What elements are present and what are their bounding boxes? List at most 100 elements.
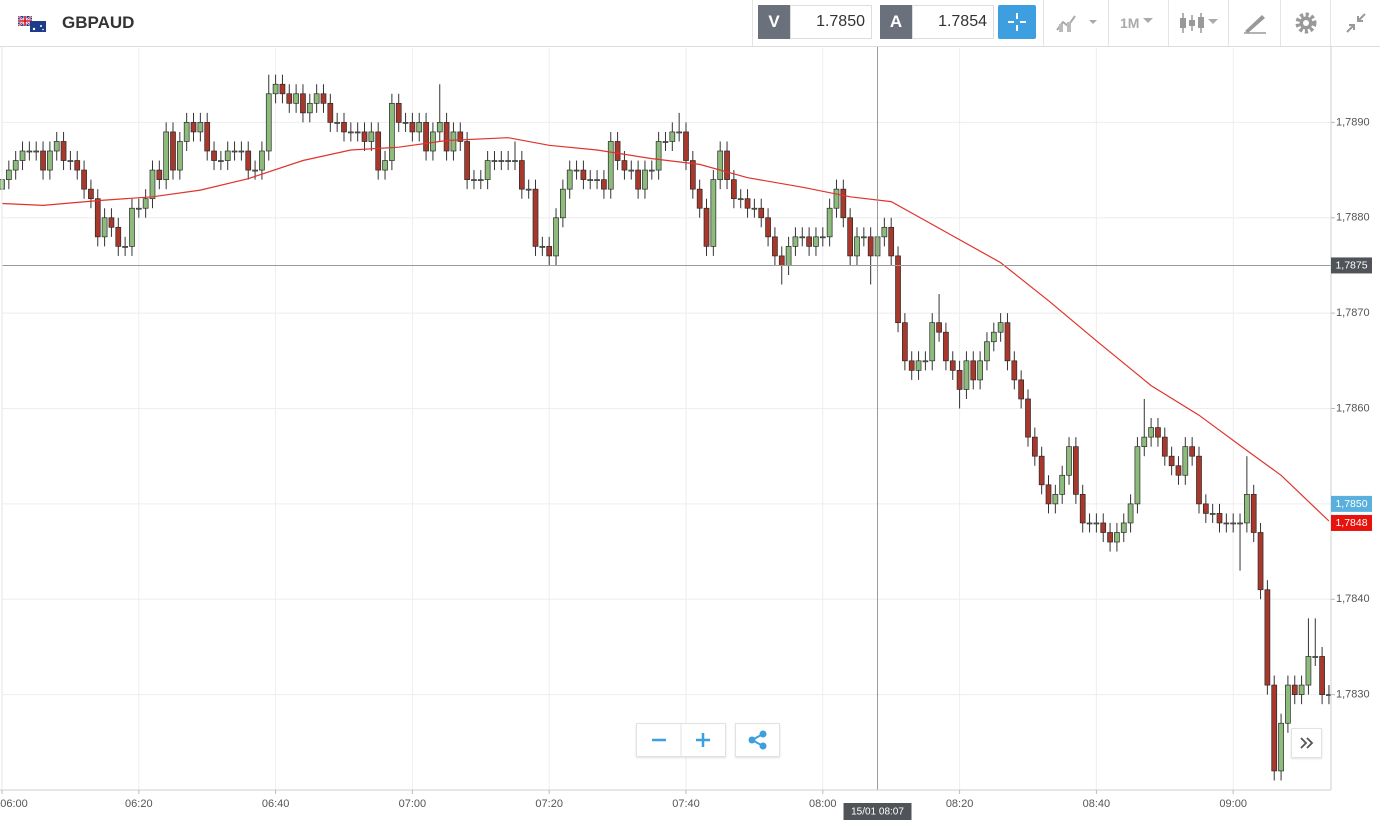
candle-body (902, 322, 908, 362)
candle-body (1107, 532, 1113, 543)
share-button[interactable] (735, 723, 780, 757)
settings-icon[interactable] (1293, 10, 1319, 36)
candle-body (512, 160, 518, 162)
candle-body (539, 246, 546, 248)
candle-body (601, 179, 607, 190)
candle-body (1202, 503, 1209, 514)
chart-type-icon[interactable] (1055, 12, 1101, 34)
sell-price-text: 1.7850 (816, 13, 865, 30)
candle-body (553, 217, 559, 257)
candle-body (949, 360, 956, 371)
candle-body (1216, 513, 1223, 524)
collapse-icon[interactable] (1344, 11, 1368, 35)
zoom-icons (652, 724, 710, 756)
candle-body (936, 322, 942, 333)
candle-body (416, 122, 423, 133)
candle-body (806, 236, 812, 247)
separator (1043, 0, 1044, 46)
candle-body (594, 179, 600, 181)
candle-body (190, 122, 197, 133)
x-tick-label: 09:00 (1219, 798, 1247, 810)
zoom-in[interactable] (696, 733, 710, 747)
crosshair-button[interactable] (998, 5, 1036, 39)
candle-body (498, 160, 505, 162)
candle-body (819, 236, 826, 239)
draw-icon[interactable] (1242, 11, 1268, 35)
candle-body (88, 188, 94, 200)
candle-body (929, 322, 936, 362)
buy-price-text: 1.7854 (938, 13, 987, 30)
candle-body (1038, 455, 1045, 486)
candle-body (922, 360, 929, 363)
candle-body (423, 122, 429, 152)
timeframe[interactable]: 1M (1120, 15, 1140, 31)
scroll-right-button[interactable] (1291, 728, 1322, 758)
candle-body (33, 150, 40, 153)
candle-body (566, 169, 573, 190)
sell-button[interactable]: V (758, 5, 790, 39)
candle-body (265, 93, 272, 152)
candle-body (1148, 427, 1154, 438)
candle-body (676, 131, 683, 134)
candle-body (1271, 684, 1278, 772)
candle-body (888, 226, 895, 257)
candle-body (204, 122, 211, 152)
candle-body (101, 217, 108, 238)
candle-body (1045, 484, 1052, 505)
zoom-buttons (636, 723, 726, 757)
candle-body (1250, 493, 1257, 533)
candle-body (382, 160, 388, 171)
candle-body (1093, 522, 1100, 525)
candle-body (635, 169, 641, 190)
candle-body (1196, 455, 1202, 505)
candle-body (717, 150, 724, 180)
candle-body (1319, 656, 1325, 695)
candles-icon[interactable] (1178, 11, 1222, 35)
candle-body (860, 236, 867, 239)
candle-body (1079, 493, 1086, 524)
candle-body (765, 217, 771, 238)
candle-body (621, 160, 628, 171)
buy-button[interactable]: A (880, 5, 912, 39)
candle-body (560, 188, 566, 219)
candle-body (1312, 656, 1319, 658)
candle-body (471, 179, 477, 181)
candle-body (854, 236, 860, 257)
candle-body (491, 160, 498, 162)
candle-body (669, 131, 676, 142)
axes: 1,7830 1,7840 1,7850 1,7860 1,7870 1,7880 1,78… (0, 116, 1372, 820)
candle-body (108, 217, 115, 228)
candle-body (74, 160, 81, 171)
candle-body (683, 131, 689, 161)
x-tick-label: 08:00 (809, 798, 837, 810)
candle-body (135, 207, 142, 210)
candle-body (532, 188, 539, 247)
candle-body (224, 150, 231, 161)
crosshair-time-label: 15/01 08:07 (851, 807, 904, 818)
candle-body (436, 122, 443, 133)
candle-body (778, 255, 785, 266)
separator (1280, 0, 1281, 46)
buy-price[interactable]: 1.7854 (912, 5, 994, 39)
candle-body (1326, 694, 1331, 696)
plot-area (0, 47, 1331, 790)
candle-body (813, 236, 819, 247)
candle-body (5, 169, 12, 180)
candle-body (724, 150, 730, 180)
candle-body (1298, 684, 1305, 695)
candle-body (655, 141, 662, 171)
candle-body (1182, 446, 1189, 476)
candle-body (1004, 322, 1011, 362)
candle-body (320, 93, 327, 104)
candle-body (1175, 465, 1182, 476)
candle-body (81, 169, 87, 190)
candle-body (963, 360, 970, 390)
candle-body (176, 141, 183, 171)
candle-body (279, 83, 286, 95)
x-tick-label: 06:20 (125, 798, 153, 810)
candle-body (430, 131, 436, 152)
candle-body (484, 160, 491, 180)
sell-price[interactable]: 1.7850 (790, 5, 872, 39)
crosshair-icon (1008, 13, 1026, 31)
